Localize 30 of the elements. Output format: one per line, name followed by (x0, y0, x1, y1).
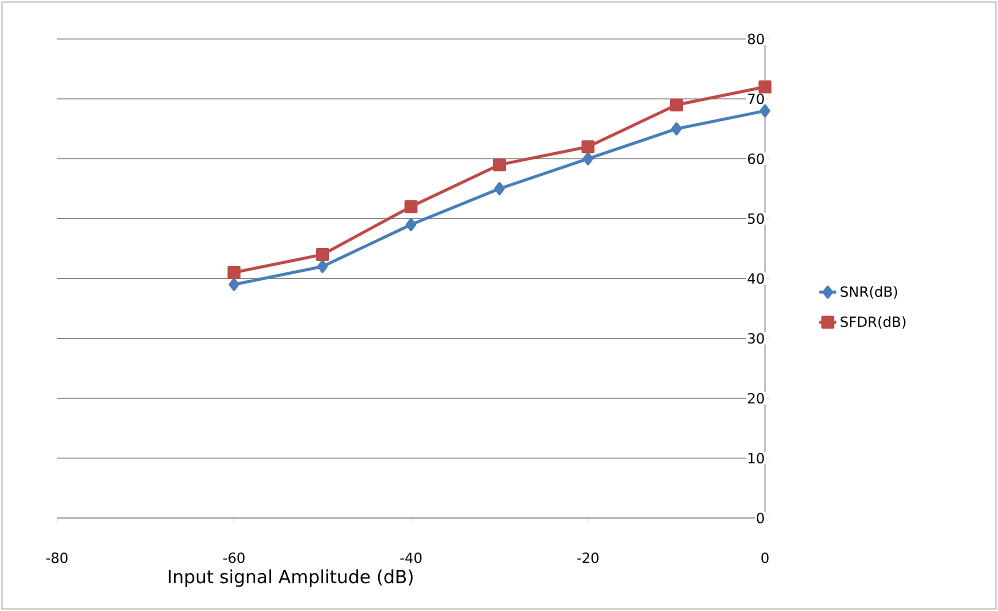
x-axis-title: Input signal Amplitude (dB) (168, 569, 413, 587)
point (494, 182, 505, 196)
y-tick-label: 0 (756, 512, 764, 524)
point (760, 104, 770, 118)
x-tick-label: -60 (223, 552, 245, 564)
point (671, 122, 682, 136)
point (493, 158, 506, 172)
y-tick-label: 20 (748, 392, 764, 404)
y-tick-label: 50 (748, 213, 764, 224)
point (316, 248, 329, 262)
point (670, 98, 683, 112)
x-tick-label: -40 (400, 552, 422, 564)
y-tick-label: 60 (748, 153, 764, 164)
y-tick-label: 10 (748, 452, 764, 464)
point (582, 152, 594, 166)
point (406, 218, 416, 232)
y-tick-label: 30 (748, 333, 764, 344)
point (582, 140, 594, 154)
point (228, 266, 240, 280)
y-tick-label: 40 (748, 273, 764, 284)
legend-label: SNR(dB) (840, 286, 898, 299)
legend-label: SFDR(dB) (840, 316, 906, 329)
point (404, 200, 418, 214)
x-tick-label: -20 (577, 552, 599, 564)
y-tick-label: 70 (748, 94, 764, 104)
x-tick-label: -80 (46, 552, 68, 564)
y-tick-label: 80 (748, 34, 764, 44)
point (758, 80, 772, 94)
point (228, 278, 240, 291)
point (317, 260, 328, 274)
